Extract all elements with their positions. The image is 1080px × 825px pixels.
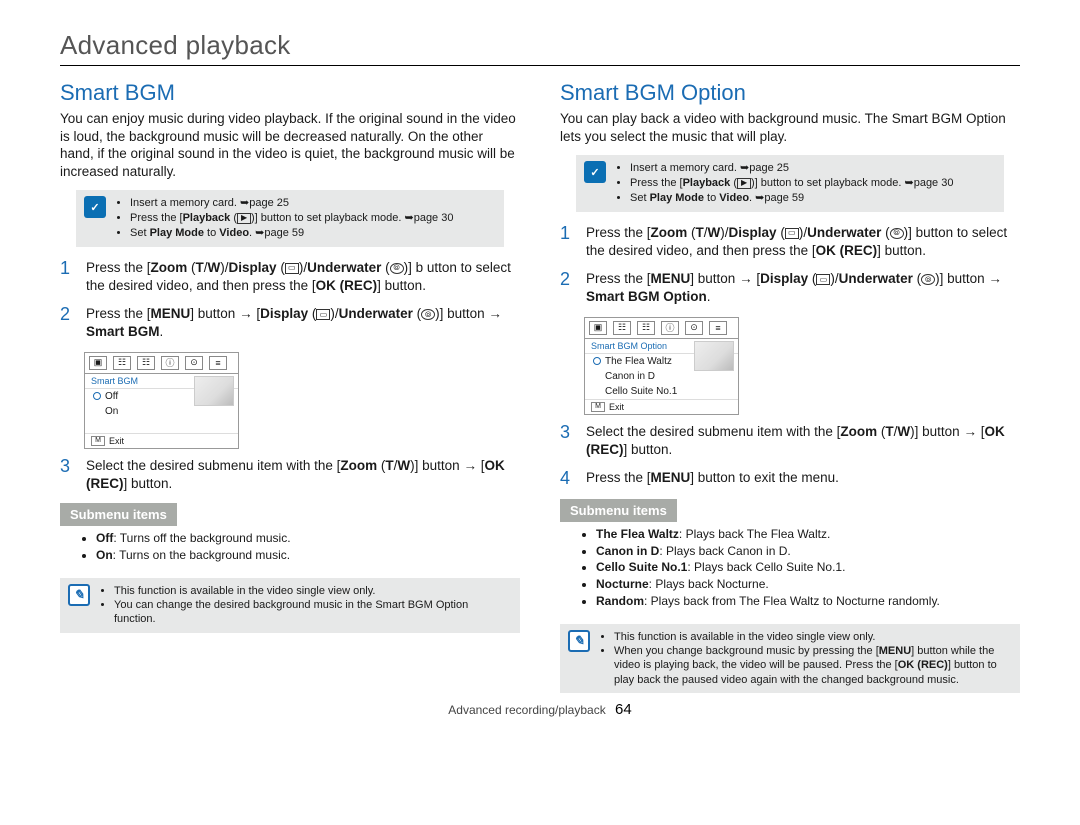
thumbnail	[194, 376, 234, 406]
display-icon: ▭	[785, 228, 799, 239]
menu-screenshot-left: ▣ ☷ ☷ ⓘ ⊙ ≡ Smart BGM Off On MExit	[84, 352, 239, 449]
page-number: 64	[615, 701, 632, 718]
step-number: 2	[560, 270, 578, 306]
note-item: When you change background music by pres…	[614, 644, 1012, 687]
smart-bgm-option-heading: Smart BGM Option	[560, 80, 1020, 106]
step-2: 2 Press the [MENU] button → [Display (▭)…	[560, 270, 1020, 306]
prereq-item: Insert a memory card. ➥page 25	[130, 196, 453, 211]
playback-icon: ▶	[237, 213, 251, 224]
display-icon: ▭	[816, 274, 830, 285]
prereq-item: Set Play Mode to Video. ➥page 59	[630, 191, 953, 206]
check-icon: ✓	[584, 161, 606, 183]
underwater-icon: ⦾	[421, 309, 435, 320]
step-4: 4 Press the [MENU] button to exit the me…	[560, 469, 1020, 489]
prereq-box-right: ✓ Insert a memory card. ➥page 25 Press t…	[576, 155, 1004, 212]
tab-icon: ☷	[637, 321, 655, 335]
exit-label: Exit	[109, 436, 124, 446]
step-1: 1 Press the [Zoom (T/W)/Display (▭)/Unde…	[60, 259, 520, 295]
prereq-item: Insert a memory card. ➥page 25	[630, 161, 953, 176]
submenu-item: Random: Plays back from The Flea Waltz t…	[596, 593, 1020, 610]
tab-icon: ⊙	[685, 321, 703, 335]
tab-icon: ▣	[589, 321, 607, 335]
note-item: You can change the desired background mu…	[114, 598, 512, 627]
exit-label: Exit	[609, 402, 624, 412]
menu-icon: M	[591, 402, 605, 412]
step-number: 1	[60, 259, 78, 295]
tab-icon: ⊙	[185, 356, 203, 370]
display-icon: ▭	[316, 309, 330, 320]
check-icon: ✓	[84, 196, 106, 218]
tab-icon: ☷	[613, 321, 631, 335]
tab-icon: ☷	[113, 356, 131, 370]
step-number: 2	[60, 305, 78, 341]
step-number: 3	[560, 423, 578, 459]
left-column: Smart BGM You can enjoy music during vid…	[60, 80, 520, 693]
note-item: This function is available in the video …	[614, 630, 1012, 644]
tab-icon: ▣	[89, 356, 107, 370]
page-footer: Advanced recording/playback 64	[60, 701, 1020, 718]
menu-item: Cello Suite No.1	[585, 384, 738, 399]
step-1: 1 Press the [Zoom (T/W)/Display (▭)/Unde…	[560, 224, 1020, 260]
submenu-item: Canon in D: Plays back Canon in D.	[596, 543, 1020, 560]
menu-item: Canon in D	[585, 369, 738, 384]
step-3: 3 Select the desired submenu item with t…	[60, 457, 520, 493]
tab-icon: ⓘ	[161, 356, 179, 370]
submenu-item: On: Turns on the background music.	[96, 547, 520, 564]
right-column: Smart BGM Option You can play back a vid…	[560, 80, 1020, 693]
tab-icon: ≡	[709, 321, 727, 335]
prereq-item: Press the [Playback (▶)] button to set p…	[130, 211, 453, 226]
step-3: 3 Select the desired submenu item with t…	[560, 423, 1020, 459]
menu-screenshot-right: ▣ ☷ ☷ ⓘ ⊙ ≡ Smart BGM Option The Flea Wa…	[584, 317, 739, 415]
note-box-right: ✎ This function is available in the vide…	[560, 624, 1020, 693]
thumbnail	[694, 341, 734, 371]
step-number: 1	[560, 224, 578, 260]
note-item: This function is available in the video …	[114, 584, 512, 598]
menu-item: On	[85, 404, 238, 419]
underwater-icon: ⦾	[921, 274, 935, 285]
underwater-icon: ⦾	[390, 263, 404, 274]
page-title: Advanced playback	[60, 30, 1020, 66]
note-box-left: ✎ This function is available in the vide…	[60, 578, 520, 633]
submenu-items-label: Submenu items	[60, 503, 177, 526]
menu-icon: M	[91, 436, 105, 446]
submenu-item: Off: Turns off the background music.	[96, 530, 520, 547]
note-icon: ✎	[568, 630, 590, 652]
step-number: 3	[60, 457, 78, 493]
underwater-icon: ⦾	[890, 228, 904, 239]
tab-icon: ⓘ	[661, 321, 679, 335]
submenu-item: The Flea Waltz: Plays back The Flea Walt…	[596, 526, 1020, 543]
tab-icon: ≡	[209, 356, 227, 370]
smart-bgm-option-intro: You can play back a video with backgroun…	[560, 110, 1020, 145]
step-2: 2 Press the [MENU] button → [Display (▭)…	[60, 305, 520, 341]
step-number: 4	[560, 469, 578, 489]
submenu-item: Cello Suite No.1: Plays back Cello Suite…	[596, 559, 1020, 576]
footer-section: Advanced recording/playback	[448, 703, 605, 717]
display-icon: ▭	[285, 263, 299, 274]
playback-icon: ▶	[737, 178, 751, 189]
smart-bgm-intro: You can enjoy music during video playbac…	[60, 110, 520, 180]
smart-bgm-heading: Smart BGM	[60, 80, 520, 106]
submenu-items-label: Submenu items	[560, 499, 677, 522]
prereq-box-left: ✓ Insert a memory card. ➥page 25 Press t…	[76, 190, 504, 247]
prereq-item: Press the [Playback (▶)] button to set p…	[630, 176, 953, 191]
note-icon: ✎	[68, 584, 90, 606]
prereq-item: Set Play Mode to Video. ➥page 59	[130, 226, 453, 241]
submenu-item: Nocturne: Plays back Nocturne.	[596, 576, 1020, 593]
tab-icon: ☷	[137, 356, 155, 370]
